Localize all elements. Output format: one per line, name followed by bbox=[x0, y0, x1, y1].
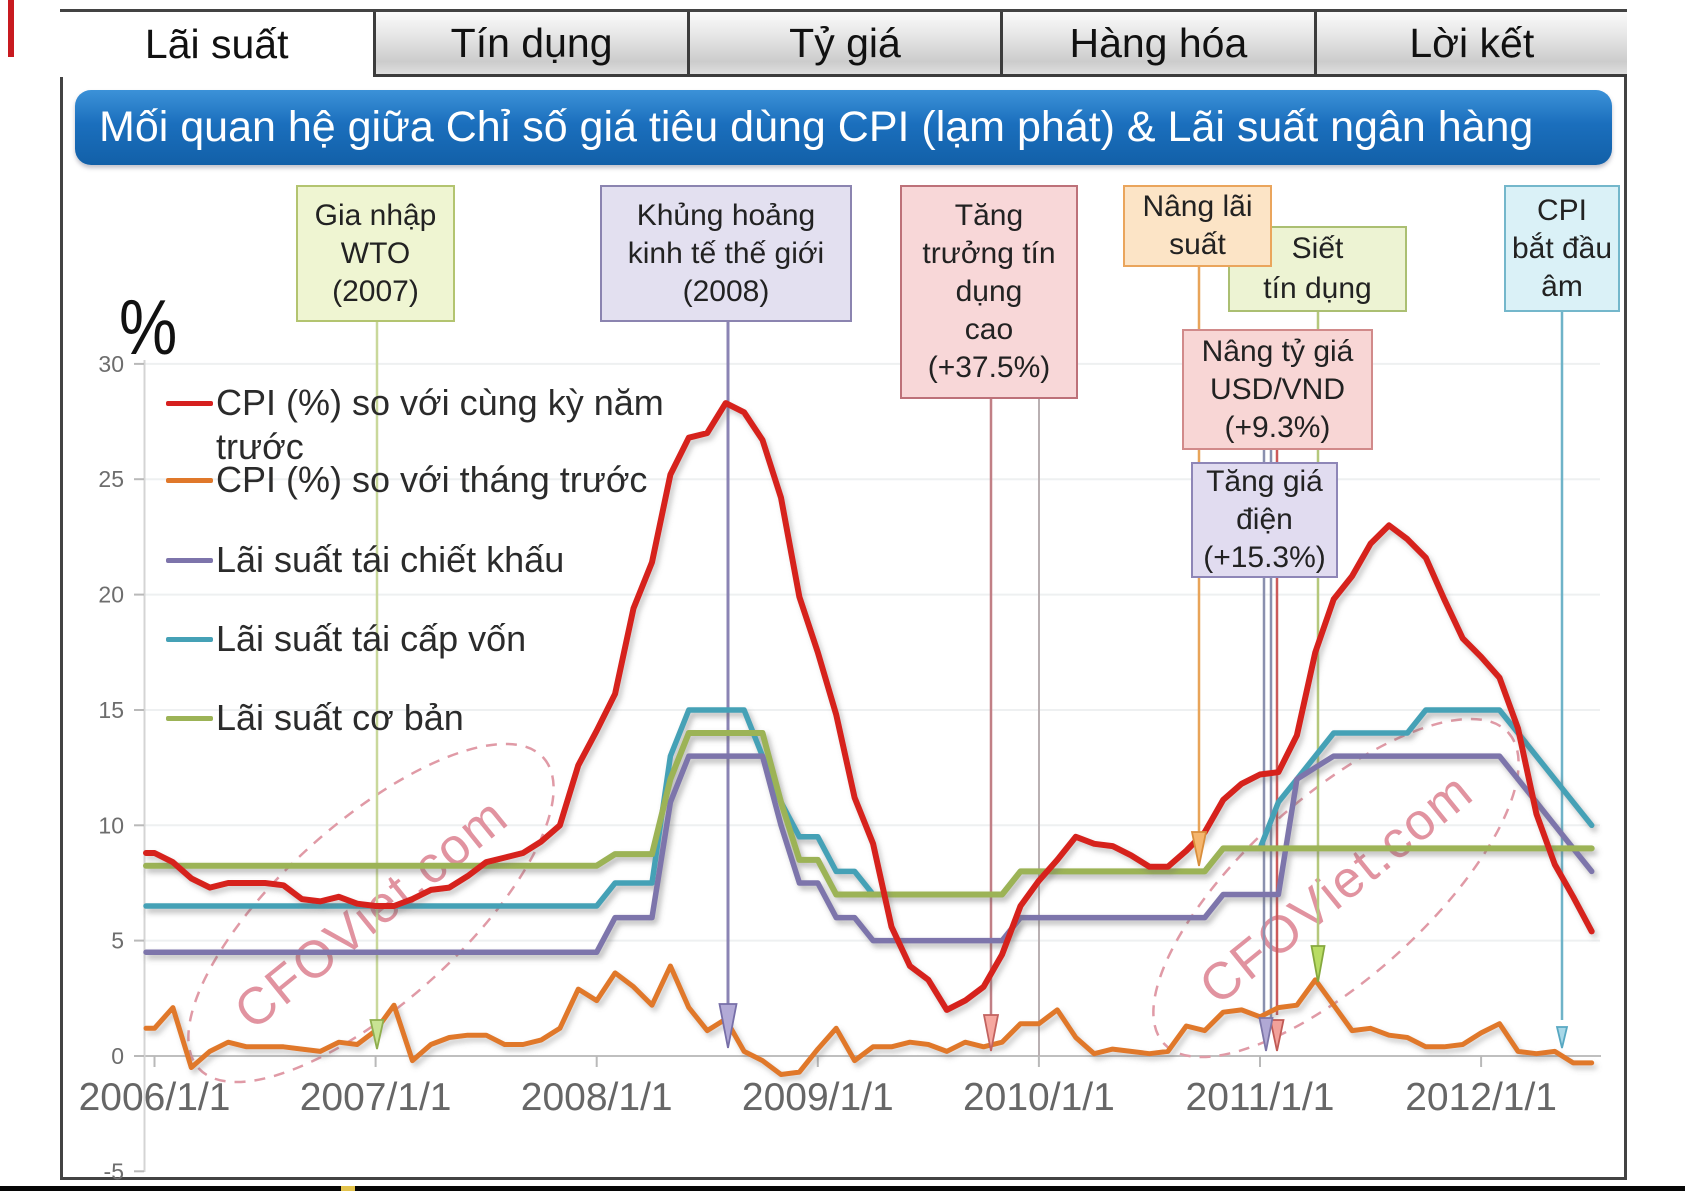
svg-text:0: 0 bbox=[111, 1043, 124, 1069]
svg-text:2006/1/1: 2006/1/1 bbox=[79, 1076, 231, 1119]
svg-text:2010/1/1: 2010/1/1 bbox=[963, 1076, 1115, 1119]
svg-text:2007/1/1: 2007/1/1 bbox=[300, 1076, 452, 1119]
svg-text:5: 5 bbox=[111, 928, 124, 954]
svg-text:15: 15 bbox=[98, 697, 124, 723]
svg-text:30: 30 bbox=[98, 351, 124, 377]
svg-text:2012/1/1: 2012/1/1 bbox=[1405, 1076, 1557, 1119]
svg-text:20: 20 bbox=[98, 582, 124, 608]
svg-text:2011/1/1: 2011/1/1 bbox=[1186, 1076, 1335, 1119]
svg-text:2009/1/1: 2009/1/1 bbox=[742, 1076, 894, 1119]
svg-text:-5: -5 bbox=[104, 1158, 124, 1184]
svg-text:CFOViet.com: CFOViet.com bbox=[1189, 761, 1484, 1016]
svg-text:25: 25 bbox=[98, 466, 124, 492]
svg-text:10: 10 bbox=[98, 812, 124, 838]
svg-text:2008/1/1: 2008/1/1 bbox=[521, 1076, 673, 1119]
